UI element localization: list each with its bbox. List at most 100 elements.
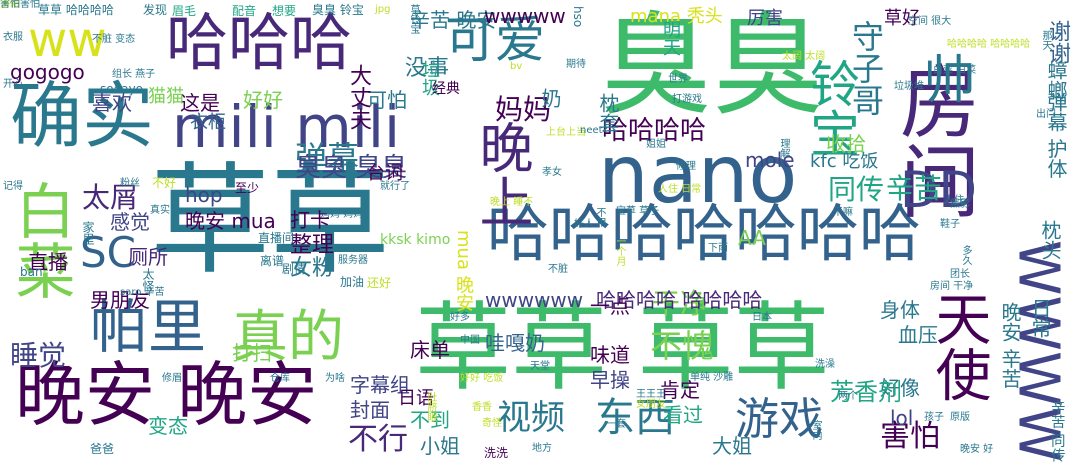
cloud-word: 喜欢 [92,91,132,115]
cloud-word: hso [571,6,585,28]
cloud-word: 哈哈哈哈哈哈哈 [487,197,922,270]
cloud-word: 不行 [348,422,408,457]
cloud-word: 晚上 睡不 [490,197,534,208]
cloud-word: 直播 [28,250,68,274]
cloud-word: mili mili [172,93,401,161]
cloud-word: 睡觉 [10,339,67,372]
cloud-word: 地方 [532,443,552,454]
cloud-word: 好人 [574,219,594,230]
cloud-word: 加油 [340,275,365,289]
cloud-word: 男朋友 [90,288,150,312]
cloud-word: ww [28,12,107,68]
cloud-word: 太屑 [82,181,139,214]
cloud-word: 配音 [232,4,257,18]
cloud-word: jpg [375,4,391,15]
cloud-word: 好好 [243,88,283,112]
cloud-word: 团长 [950,269,970,280]
cloud-word: 眉毛 [172,4,197,18]
cloud-word: 哈哈哈哈 哈哈哈哈 [947,39,1031,50]
cloud-word: neet [580,125,603,136]
cloud-word: 厉害 [747,8,783,29]
cloud-word: 期待 [566,59,586,70]
cloud-word: 开心 [3,79,23,90]
cloud-word: 哈哈哈 [166,6,353,79]
cloud-word: 出门 [1036,109,1056,120]
cloud-word: 大姐 [712,434,752,458]
cloud-word: 枕套 [596,93,620,133]
cloud-word: 床单 [410,338,450,362]
cloud-word: 肯定 [660,378,700,402]
cloud-word: 不脏 变态 [92,34,136,45]
cloud-word: 就行了 [380,181,410,192]
cloud-word: 小姐 [420,434,460,458]
cloud-word: 血压 [898,323,938,347]
cloud-word: 干嘛 [833,207,853,218]
cloud-word: 厕所 [128,245,168,269]
cloud-word: 爸爸 [90,442,115,456]
cloud-word: 房间 [887,60,980,220]
cloud-word: 草草 哈哈哈哈 [38,3,114,17]
cloud-word: 臭臭 臭臭 [295,153,408,183]
cloud-word: 草草 草草 [415,292,830,404]
cloud-word: 女粉 [290,256,335,281]
cloud-word: 字幕组 [350,373,410,397]
cloud-word: 身体 [880,298,920,322]
cloud-word: 天堂 [530,361,550,372]
cloud-word: 人住 日常 [658,184,702,195]
cloud-word: wwwww [484,4,566,28]
cloud-word: 收拾 [826,132,866,156]
cloud-word: 帅 [914,52,974,104]
cloud-word: 可怕 [367,88,407,112]
cloud-word: 整理 [290,233,335,258]
cloud-word: 真实 [150,205,170,216]
cloud-word: 不愧 [650,327,715,365]
cloud-word: 粉丝 [120,178,140,189]
cloud-word: 帕里 [90,293,207,361]
cloud-word: 妈妈 [495,93,552,126]
cloud-word: 草好 [884,8,920,29]
cloud-word: lol [890,406,914,430]
cloud-word: 谢谢 [1045,20,1070,64]
cloud-word: 洗澡 [815,359,835,370]
cloud-word: 辛苦 晚安 [410,8,497,32]
cloud-word: 宝草 草子 [616,206,660,217]
cloud-word: 还好 [367,276,392,290]
cloud-word: mole [745,148,795,172]
cloud-word: 奇怪 [482,418,502,429]
cloud-word: AA [738,226,766,250]
cloud-word: 蟑螂 [1044,60,1068,100]
cloud-word: 想要 [272,4,297,18]
cloud-word: 晚安 mua [185,209,276,233]
cloud-word: wwwwww [485,288,584,312]
cloud-word: 明天 [660,20,681,56]
cloud-word: 空间 很大 [908,16,952,27]
cloud-word: 经典 [432,81,460,97]
cloud-word: 这是 [180,91,220,115]
cloud-word: 多久 [960,245,971,265]
cloud-word: 组长 燕子 [112,69,156,80]
cloud-word: 衣柜 [190,112,226,133]
cloud-word: 清新 [0,0,20,10]
cloud-word: 修理 [676,161,696,172]
cloud-word: WWWW [1005,240,1071,462]
cloud-word: 单纯 沙雕 [690,372,734,383]
cloud-word: 理解 [778,138,789,158]
cloud-word: 晚安 好 [960,444,994,455]
cloud-word: 感觉 [110,210,150,234]
cloud-word: 一点 [590,294,630,318]
cloud-word: 白菜 白菜 [933,65,977,76]
cloud-word: 肚脐眼 [425,392,436,422]
cloud-word: 仓库 [270,373,290,384]
cloud-word: 发现 [143,3,168,17]
cloud-word: 为啥 [325,373,345,384]
cloud-word: 辛苦 [886,172,943,205]
cloud-word: 不到 [410,408,450,432]
cloud-word: 天使 [926,290,991,402]
cloud-word: 害怕 [880,419,940,454]
cloud-word: 游戏 [735,394,823,445]
cloud-word: 草草 [150,152,390,291]
cloud-word: 哈哈哈哈 哈哈哈哈 [596,288,763,312]
cloud-word: bv [510,61,523,72]
cloud-word: 没事 [405,56,450,81]
